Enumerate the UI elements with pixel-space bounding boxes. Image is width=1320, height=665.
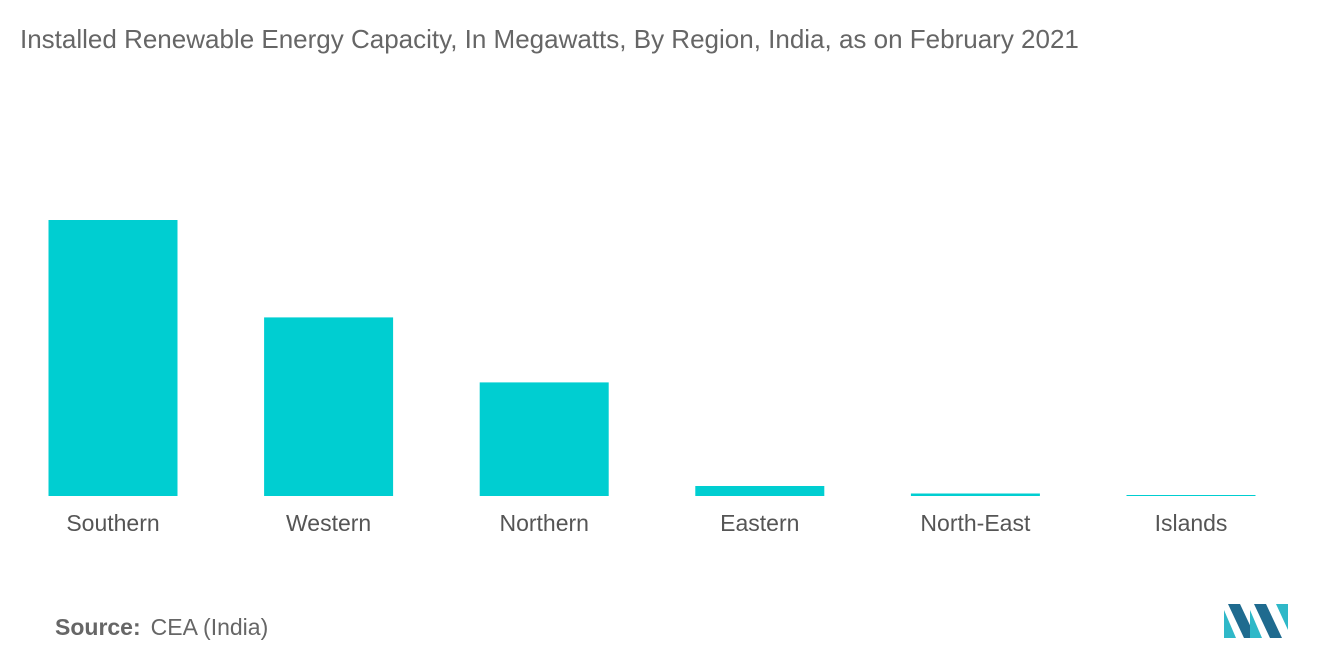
bar-chart: Southern Western Northern Eastern North-East… xyxy=(48,220,1256,536)
x-tick-label: Western xyxy=(286,510,371,536)
bar-eastern xyxy=(695,486,825,496)
bar-northern xyxy=(479,382,609,496)
source-label: Source: xyxy=(55,614,141,640)
source-note: Source: CEA (India) xyxy=(55,614,268,641)
bar-western xyxy=(264,317,394,496)
source-text: CEA (India) xyxy=(150,614,269,640)
bar-southern xyxy=(48,220,178,496)
x-tick-label: Eastern xyxy=(720,510,799,536)
bar-islands xyxy=(1126,495,1256,496)
bar-north-east xyxy=(910,493,1040,496)
x-tick-label: Northern xyxy=(499,510,588,536)
x-tick-label: Islands xyxy=(1155,510,1228,536)
chart-title: Installed Renewable Energy Capacity, In … xyxy=(20,24,1079,54)
x-tick-label: North-East xyxy=(920,510,1031,536)
mordor-intelligence-logo-icon xyxy=(1224,604,1288,638)
x-tick-label: Southern xyxy=(66,510,159,536)
